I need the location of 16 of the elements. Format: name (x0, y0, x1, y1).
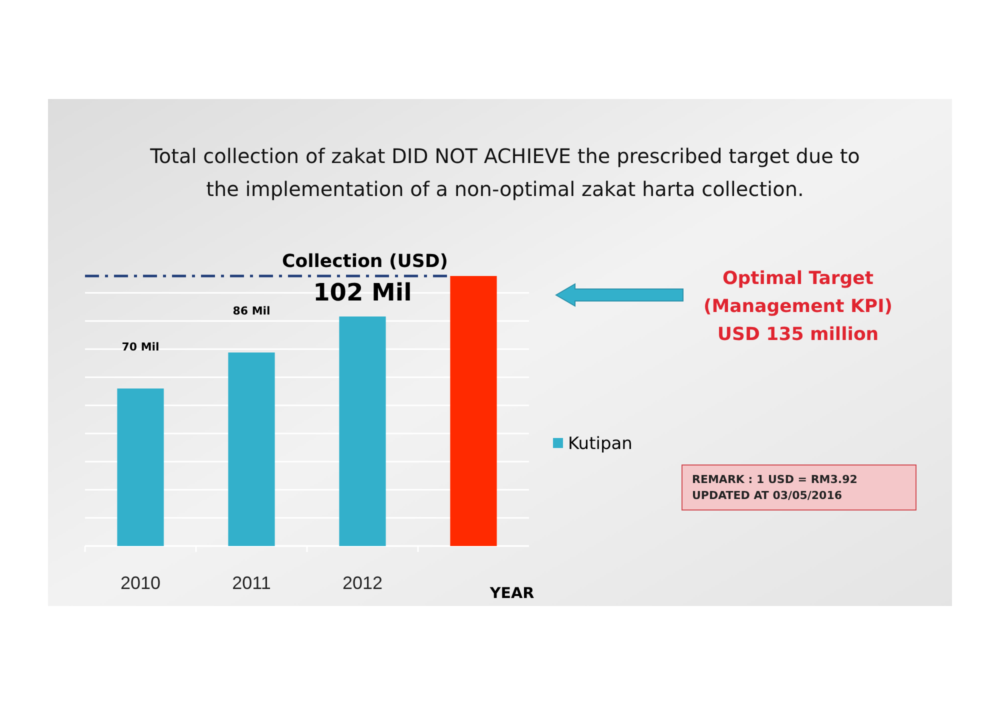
x-tick-label: 2010 (120, 572, 161, 593)
bar (117, 388, 164, 546)
x-axis-title: YEAR (488, 584, 535, 602)
x-tick-label: 2011 (232, 572, 271, 593)
bar (339, 316, 386, 546)
text: REMARK : 1 USD = RM3.92 UPDATED AT 03/05/2016 (692, 473, 858, 502)
data-label: 86 Mil (232, 304, 270, 318)
chart-subtitle: Collection (USD) (282, 251, 448, 272)
text: Optimal Target (Management KPI) USD 135 million (703, 268, 893, 345)
x-tick-label: 2012 (342, 572, 383, 593)
legend-label: Kutipan (568, 434, 632, 454)
chart-title: Total collection of zakat DID NOT ACHIEVE the prescribed target due to the implementation of a non-optimal zakat harta collection. (149, 144, 860, 201)
bar (228, 352, 275, 546)
data-label: 70 Mil (122, 340, 160, 354)
data-label: 102 Mil (313, 278, 412, 306)
bar (450, 276, 497, 546)
